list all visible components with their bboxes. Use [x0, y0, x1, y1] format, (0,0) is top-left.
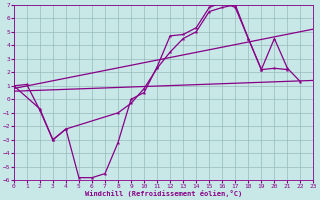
X-axis label: Windchill (Refroidissement éolien,°C): Windchill (Refroidissement éolien,°C) [85, 190, 242, 197]
